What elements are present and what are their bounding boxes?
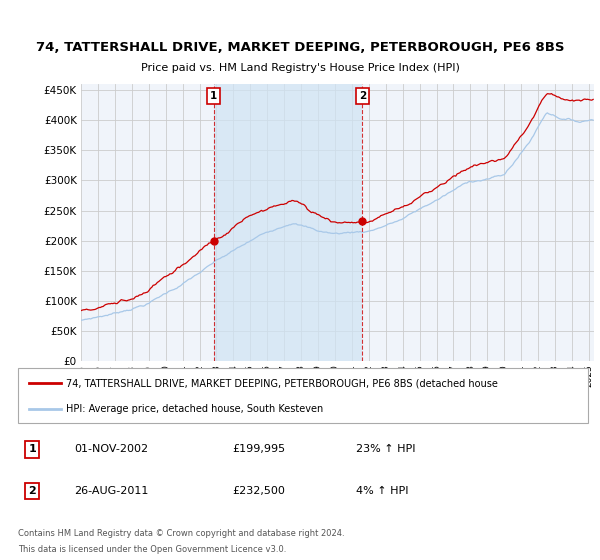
Text: £232,500: £232,500 <box>232 486 285 496</box>
Text: This data is licensed under the Open Government Licence v3.0.: This data is licensed under the Open Gov… <box>18 545 286 554</box>
Text: 74, TATTERSHALL DRIVE, MARKET DEEPING, PETERBOROUGH, PE6 8BS: 74, TATTERSHALL DRIVE, MARKET DEEPING, P… <box>36 41 564 54</box>
Text: 1: 1 <box>210 91 217 101</box>
Text: 2: 2 <box>359 91 366 101</box>
Text: 4% ↑ HPI: 4% ↑ HPI <box>356 486 409 496</box>
Text: Price paid vs. HM Land Registry's House Price Index (HPI): Price paid vs. HM Land Registry's House … <box>140 63 460 73</box>
Text: 01-NOV-2002: 01-NOV-2002 <box>74 444 149 454</box>
Bar <box>214 84 362 361</box>
Text: 1: 1 <box>28 444 36 454</box>
Text: 23% ↑ HPI: 23% ↑ HPI <box>356 444 416 454</box>
FancyBboxPatch shape <box>18 368 588 423</box>
Text: 26-AUG-2011: 26-AUG-2011 <box>74 486 149 496</box>
Text: 74, TATTERSHALL DRIVE, MARKET DEEPING, PETERBOROUGH, PE6 8BS (detached house: 74, TATTERSHALL DRIVE, MARKET DEEPING, P… <box>67 379 499 388</box>
Text: £199,995: £199,995 <box>232 444 286 454</box>
Text: HPI: Average price, detached house, South Kesteven: HPI: Average price, detached house, Sout… <box>67 404 324 414</box>
Text: Contains HM Land Registry data © Crown copyright and database right 2024.: Contains HM Land Registry data © Crown c… <box>18 529 344 538</box>
Text: 2: 2 <box>28 486 36 496</box>
